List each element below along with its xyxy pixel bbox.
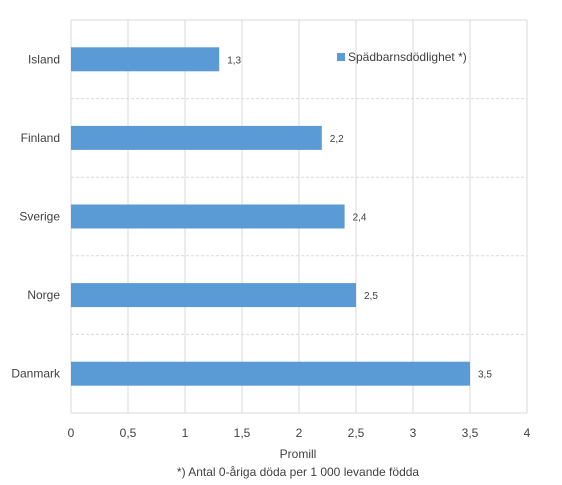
legend-label: Spädbarnsdödlighet *) [348,50,467,64]
legend-swatch [337,53,345,61]
x-tick-label: 1,5 [234,426,251,440]
bar-finland [71,125,322,150]
data-label-sverige: 2,4 [353,213,367,224]
x-tick-label: 2 [296,426,303,440]
footnote: *) Antal 0-åriga döda per 1 000 levande … [177,465,420,479]
bars-group [71,47,470,386]
x-axis-title: Promill [280,447,317,461]
bar-sverige [71,204,345,229]
x-tick-label: 3,5 [462,426,479,440]
data-labels-group: 1,3 2,2 2,4 2,5 3,5 [227,55,492,380]
bar-norge [71,283,356,308]
x-tick-label: 4 [524,426,531,440]
category-labels-group: Island Finland Sverige Norge Danmark [11,52,61,380]
x-tick-labels-group: 0 0,5 1 1,5 2 2,5 3 3,5 4 [68,426,531,440]
category-label-island: Island [28,52,60,66]
x-tick-label: 1 [182,426,189,440]
x-tick-label: 2,5 [348,426,365,440]
x-tick-label: 0 [68,426,75,440]
category-label-finland: Finland [21,131,60,145]
x-tick-label: 0,5 [120,426,137,440]
category-label-sverige: Sverige [19,210,60,224]
data-label-danmark: 3,5 [478,370,492,381]
bar-island [71,47,220,72]
category-label-norge: Norge [27,288,60,302]
data-label-finland: 2,2 [330,134,344,145]
bar-danmark [71,361,470,386]
category-label-danmark: Danmark [11,367,61,381]
x-tick-label: 3 [410,426,417,440]
data-label-norge: 2,5 [364,291,378,302]
data-label-island: 1,3 [227,55,241,66]
legend: Spädbarnsdödlighet *) [337,50,467,64]
